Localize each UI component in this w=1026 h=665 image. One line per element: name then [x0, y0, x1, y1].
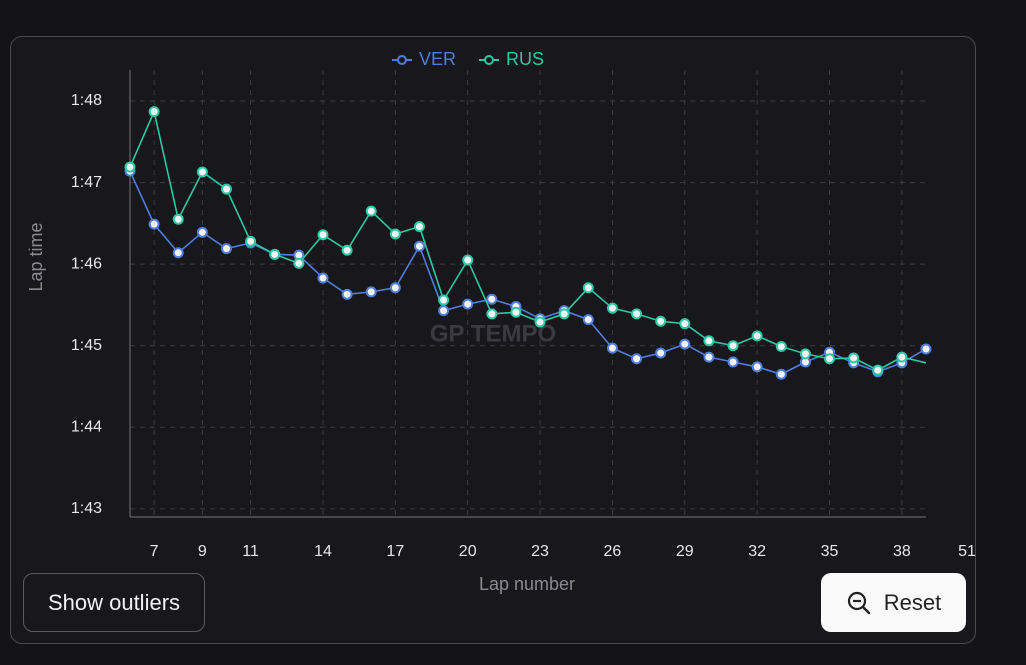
y-tick-label: 1:48	[71, 92, 102, 109]
data-point	[196, 166, 208, 178]
data-point	[245, 235, 257, 247]
show-outliers-button[interactable]: Show outliers	[23, 573, 205, 632]
y-tick-label: 1:46	[71, 255, 102, 272]
data-point	[486, 308, 498, 320]
y-tick-label: 1:43	[71, 500, 102, 517]
data-point	[124, 161, 136, 173]
zoom-icon	[847, 591, 870, 614]
data-point	[655, 315, 667, 327]
y-tick-label: 1:44	[71, 418, 102, 435]
data-point	[824, 353, 836, 365]
data-point	[413, 240, 425, 252]
data-point	[148, 218, 160, 230]
data-point	[389, 282, 401, 294]
x-tick-label: 29	[676, 543, 694, 560]
data-point	[341, 288, 353, 300]
data-point	[317, 229, 329, 241]
data-point	[365, 205, 377, 217]
chart-panel	[10, 36, 976, 644]
data-point	[317, 272, 329, 284]
x-axis-label: Lap number	[479, 574, 575, 594]
data-point	[438, 294, 450, 306]
y-axis-label: Lap time	[26, 222, 46, 291]
reset-label: Reset	[883, 589, 942, 615]
data-point	[631, 353, 643, 365]
legend-label: VER	[419, 49, 456, 69]
x-tick-label: 23	[531, 543, 549, 560]
x-tick-label: 11	[242, 543, 259, 560]
data-point	[703, 335, 715, 347]
x-tick-label: 32	[748, 543, 766, 560]
data-point	[365, 286, 377, 298]
data-point	[751, 361, 763, 373]
data-point	[148, 106, 160, 118]
y-tick-label: 1:47	[71, 174, 102, 191]
series-line	[129, 109, 927, 372]
data-point	[172, 213, 184, 225]
data-point	[582, 314, 594, 326]
data-point	[293, 257, 305, 269]
data-point	[751, 330, 763, 342]
x-tick-label: 7	[150, 543, 159, 560]
data-point	[727, 340, 739, 352]
data-point	[269, 248, 281, 260]
data-point	[341, 244, 353, 256]
reset-button[interactable]: Reset	[821, 573, 966, 632]
data-point	[896, 351, 908, 363]
x-tick-label: 14	[314, 543, 332, 560]
data-point	[631, 308, 643, 320]
data-point	[582, 282, 594, 294]
data-point	[872, 364, 884, 376]
data-point	[606, 342, 618, 354]
x-tick-label: 9	[198, 543, 207, 560]
data-point	[220, 183, 232, 195]
data-point	[679, 338, 691, 350]
x-tick-label: 38	[893, 543, 911, 560]
x-tick-label: 20	[459, 543, 477, 560]
x-tick-label: 35	[821, 543, 839, 560]
data-point	[606, 302, 618, 314]
data-point	[462, 298, 474, 310]
data-point	[462, 254, 474, 266]
data-point	[510, 306, 522, 318]
legend-swatch	[484, 55, 494, 65]
data-point	[413, 221, 425, 233]
data-point	[655, 347, 667, 359]
x-end-label: 51	[958, 543, 976, 560]
data-point	[172, 247, 184, 259]
data-point	[775, 341, 787, 353]
data-point	[438, 305, 450, 317]
x-tick-label: 17	[386, 543, 404, 560]
watermark: GP TEMPO	[430, 320, 556, 347]
data-point	[486, 293, 498, 305]
legend-swatch	[397, 55, 407, 65]
data-point	[727, 356, 739, 368]
legend-label: RUS	[506, 49, 544, 69]
data-point	[558, 308, 570, 320]
data-point	[196, 226, 208, 238]
data-point	[799, 348, 811, 360]
data-point	[220, 243, 232, 255]
data-point	[679, 318, 691, 330]
x-tick-label: 26	[604, 543, 622, 560]
data-point	[848, 352, 860, 364]
data-point	[920, 343, 932, 355]
y-tick-label: 1:45	[71, 337, 102, 354]
data-point	[775, 368, 787, 380]
data-point	[389, 228, 401, 240]
data-point	[534, 316, 546, 328]
data-point	[703, 351, 715, 363]
